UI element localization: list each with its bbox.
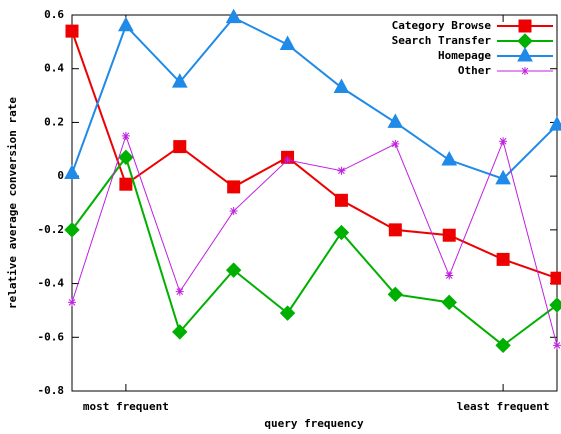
x-axis-label: query frequency (264, 417, 364, 430)
marker (225, 262, 242, 278)
marker (333, 224, 350, 241)
marker (119, 177, 133, 191)
y-tick-label: 0.2 (44, 115, 64, 128)
legend-marker (517, 33, 533, 49)
marker (387, 113, 404, 128)
y-tick-label: 0.4 (44, 62, 64, 75)
marker (64, 164, 80, 179)
y-tick-label: -0.2 (38, 223, 65, 236)
marker (172, 324, 188, 340)
marker (387, 286, 404, 303)
legend-label: Homepage (438, 49, 491, 62)
marker (441, 150, 458, 166)
marker (441, 294, 457, 311)
marker (229, 207, 238, 216)
marker (495, 337, 511, 354)
marker (64, 222, 80, 238)
y-tick-label: 0.6 (44, 8, 64, 21)
series-line (71, 155, 558, 347)
y-tick-label: -0.4 (38, 277, 65, 290)
marker (68, 298, 76, 307)
y-tick-label: 0 (57, 169, 64, 182)
marker (225, 8, 242, 24)
y-axis-label: relative average conversion rate (6, 97, 19, 309)
marker (227, 180, 241, 194)
x-tick-label: most frequent (83, 400, 169, 413)
marker (445, 271, 454, 280)
marker (499, 137, 508, 146)
marker (496, 252, 510, 266)
marker (388, 223, 402, 237)
legend-label: Category Browse (392, 19, 492, 32)
marker (333, 78, 350, 94)
marker (495, 169, 511, 185)
marker (279, 305, 296, 321)
marker (118, 149, 134, 166)
marker (65, 24, 79, 38)
marker (337, 166, 346, 175)
marker (549, 297, 561, 313)
marker (391, 139, 400, 148)
series-line (71, 16, 558, 180)
legend-label: Search Transfer (392, 34, 492, 47)
legend-marker (521, 67, 529, 75)
marker (279, 35, 296, 51)
legend-marker (517, 46, 533, 62)
marker (118, 16, 134, 32)
series-line (71, 134, 558, 346)
marker (283, 156, 292, 165)
legend-marker (518, 19, 532, 33)
marker (442, 228, 456, 242)
y-tick-label: -0.8 (38, 384, 65, 397)
marker (171, 73, 188, 88)
marker (549, 116, 561, 131)
x-tick-label: least frequent (457, 400, 550, 413)
plot-frame (71, 14, 558, 392)
marker (550, 271, 561, 285)
marker (173, 140, 187, 154)
legend-label: Other (458, 64, 491, 77)
marker (553, 341, 561, 350)
series-line (71, 30, 558, 280)
y-tick-label: -0.6 (38, 330, 65, 343)
marker (121, 131, 130, 140)
marker (334, 193, 348, 207)
marker (175, 287, 184, 296)
